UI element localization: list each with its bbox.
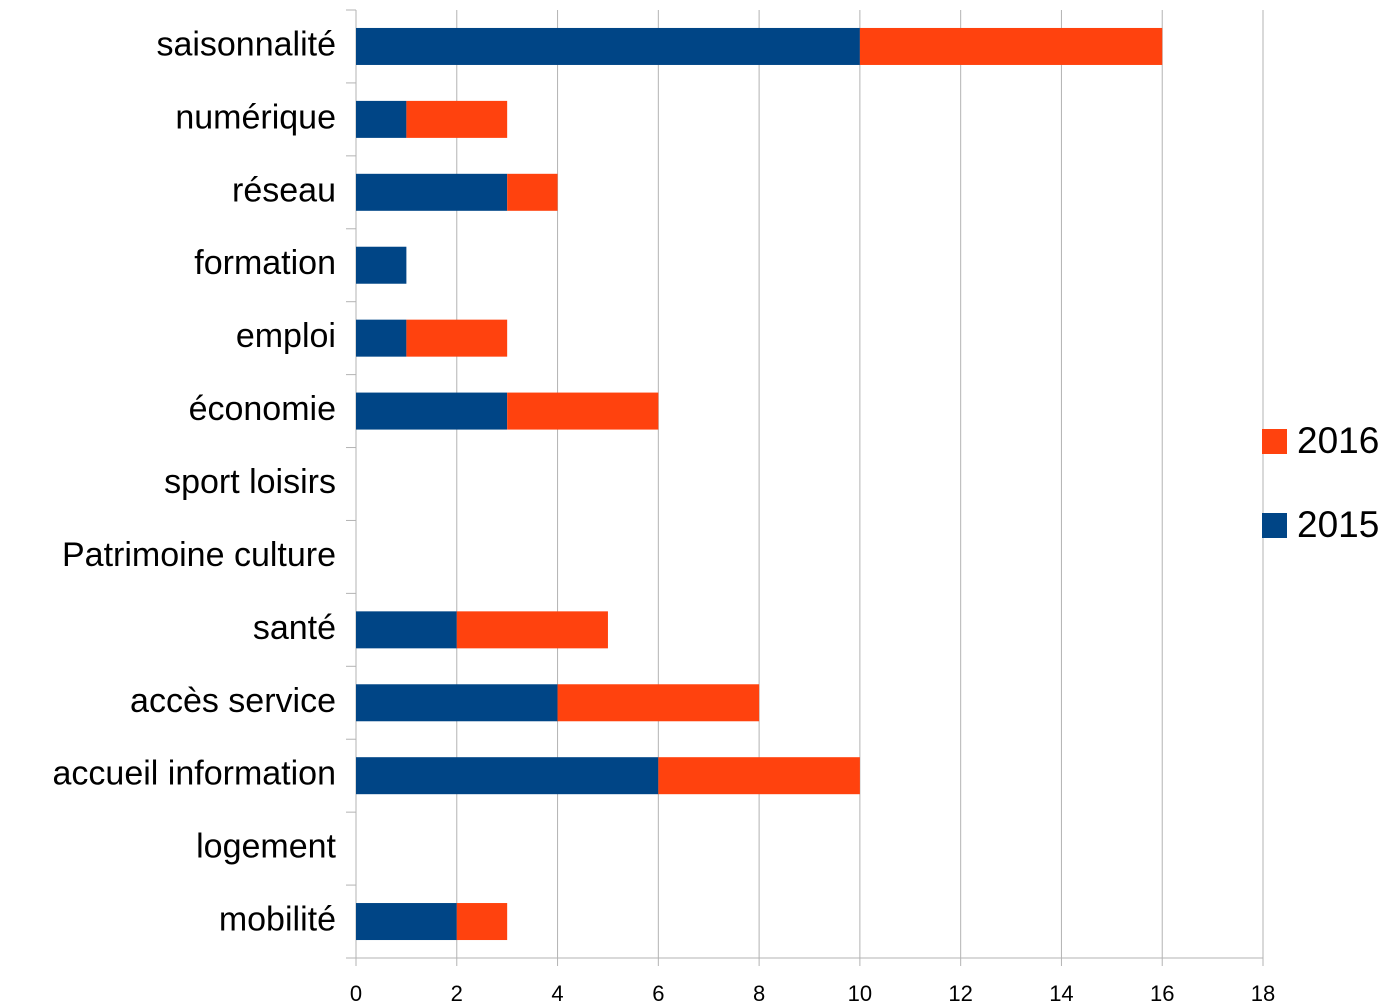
x-tick-label: 14 [1049, 981, 1073, 1006]
bar [658, 757, 860, 795]
bar [356, 246, 407, 284]
bar [356, 684, 558, 722]
y-tick-label: réseau [232, 171, 336, 209]
y-tick-label: mobilité [219, 901, 336, 939]
bar [456, 611, 608, 649]
x-tick-label: 8 [753, 981, 765, 1006]
x-tick-label: 18 [1251, 981, 1275, 1006]
y-tick-label: saisonnalité [156, 25, 336, 63]
bar [356, 611, 457, 649]
x-tick-label: 0 [350, 981, 362, 1006]
bar [507, 392, 659, 430]
bar [406, 319, 508, 357]
legend-label: 2015 [1297, 504, 1379, 545]
x-tick-label: 16 [1150, 981, 1174, 1006]
y-tick-label: emploi [236, 317, 336, 355]
y-tick-label: économie [189, 390, 336, 428]
bar [356, 903, 457, 941]
y-tick-label: santé [253, 609, 336, 647]
bar [356, 757, 659, 795]
y-tick-label: sport loisirs [164, 463, 336, 501]
y-tick-label: accueil information [53, 755, 336, 793]
bar [859, 27, 1163, 65]
x-tick-label: 6 [652, 981, 664, 1006]
x-tick-label: 10 [848, 981, 872, 1006]
x-tick-label: 2 [451, 981, 463, 1006]
y-tick-label: formation [194, 244, 336, 282]
legend-swatch [1262, 513, 1287, 538]
x-tick-label: 12 [948, 981, 972, 1006]
bar [356, 319, 407, 357]
bar [507, 173, 558, 211]
bar [406, 100, 508, 138]
bar [356, 100, 407, 138]
x-tick-label: 4 [551, 981, 563, 1006]
y-tick-label: Patrimoine culture [62, 536, 336, 574]
bar [356, 392, 508, 430]
y-tick-label: logement [196, 828, 336, 866]
y-tick-label: numérique [175, 98, 336, 136]
bar [356, 173, 508, 211]
legend-swatch [1262, 429, 1287, 454]
bar [356, 27, 860, 65]
y-tick-label: accès service [130, 682, 336, 720]
bar [456, 903, 508, 941]
legend-label: 2016 [1297, 420, 1379, 461]
bar [557, 684, 760, 722]
